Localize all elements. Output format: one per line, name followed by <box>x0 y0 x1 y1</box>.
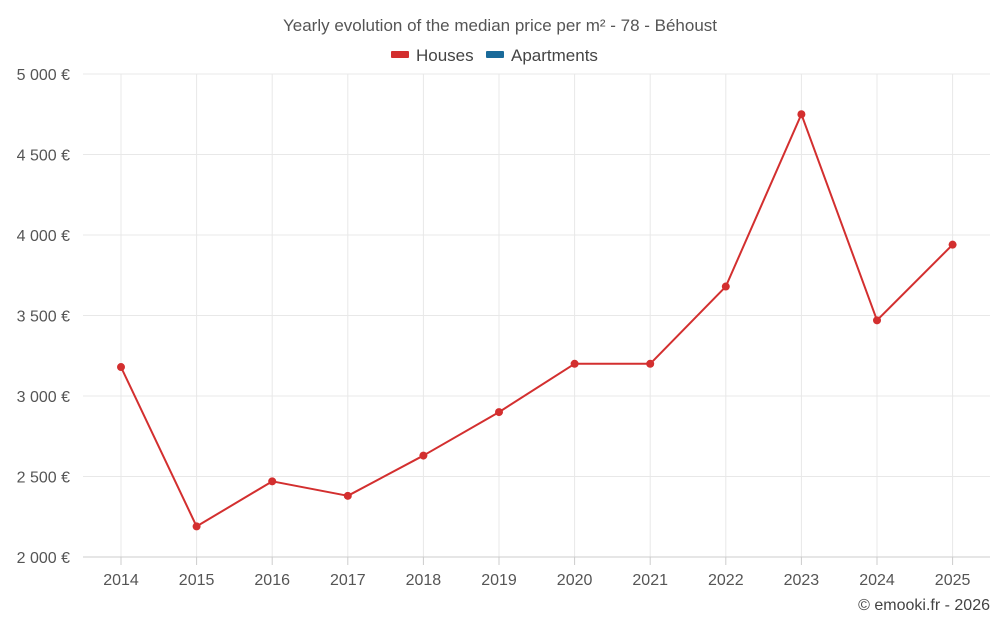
x-tick-label: 2014 <box>103 572 139 589</box>
data-point-houses[interactable] <box>117 363 125 372</box>
data-point-houses[interactable] <box>646 359 655 368</box>
y-tick-label: 2 500 € <box>17 470 70 487</box>
legend-label-houses[interactable]: Houses <box>416 46 474 65</box>
x-tick-label: 2019 <box>481 572 517 589</box>
series-houses <box>117 110 957 531</box>
data-point-houses[interactable] <box>343 491 352 500</box>
y-tick-label: 3 000 € <box>17 389 70 406</box>
x-tick-label: 2022 <box>708 572 744 589</box>
x-tick-label: 2016 <box>254 572 290 589</box>
y-tick-label: 4 000 € <box>17 228 70 245</box>
x-tick-label: 2023 <box>784 572 820 589</box>
x-tick-label: 2025 <box>935 572 971 589</box>
chart-title: Yearly evolution of the median price per… <box>283 16 717 35</box>
series-line-houses <box>120 113 954 528</box>
data-point-houses[interactable] <box>873 316 881 325</box>
y-axis: 2 000 € 2 500 € 3 000 € 3 500 € 4 000 € 4 500… <box>17 67 70 567</box>
grid <box>83 73 990 558</box>
data-point-houses[interactable] <box>797 110 806 119</box>
legend: Houses Apartments <box>391 46 598 65</box>
x-tick-label: 2020 <box>557 572 593 589</box>
y-tick-label: 4 500 € <box>17 148 70 165</box>
legend-swatch-houses[interactable] <box>391 51 409 58</box>
x-tick-label: 2021 <box>632 572 668 589</box>
x-tick-label: 2024 <box>859 572 895 589</box>
x-tick-label: 2015 <box>179 572 215 589</box>
x-tick-label: 2018 <box>406 572 442 589</box>
legend-swatch-apartments[interactable] <box>486 51 504 58</box>
data-point-houses[interactable] <box>948 240 957 249</box>
data-point-houses[interactable] <box>570 359 579 368</box>
data-point-houses[interactable] <box>268 477 277 486</box>
data-point-houses[interactable] <box>419 451 428 460</box>
x-axis: 2014 2015 2016 2017 2018 2019 2020 2021 2022 2023… <box>83 556 990 589</box>
y-tick-label: 5 000 € <box>17 67 70 84</box>
legend-label-apartments[interactable]: Apartments <box>511 46 598 65</box>
data-point-houses[interactable] <box>495 408 503 417</box>
y-tick-label: 3 500 € <box>17 309 70 326</box>
x-tick-label: 2017 <box>330 572 366 589</box>
credit-text: © emooki.fr - 2026 <box>858 597 990 614</box>
data-point-houses[interactable] <box>721 282 730 291</box>
data-point-houses[interactable] <box>192 522 201 531</box>
y-tick-label: 2 000 € <box>17 550 70 567</box>
